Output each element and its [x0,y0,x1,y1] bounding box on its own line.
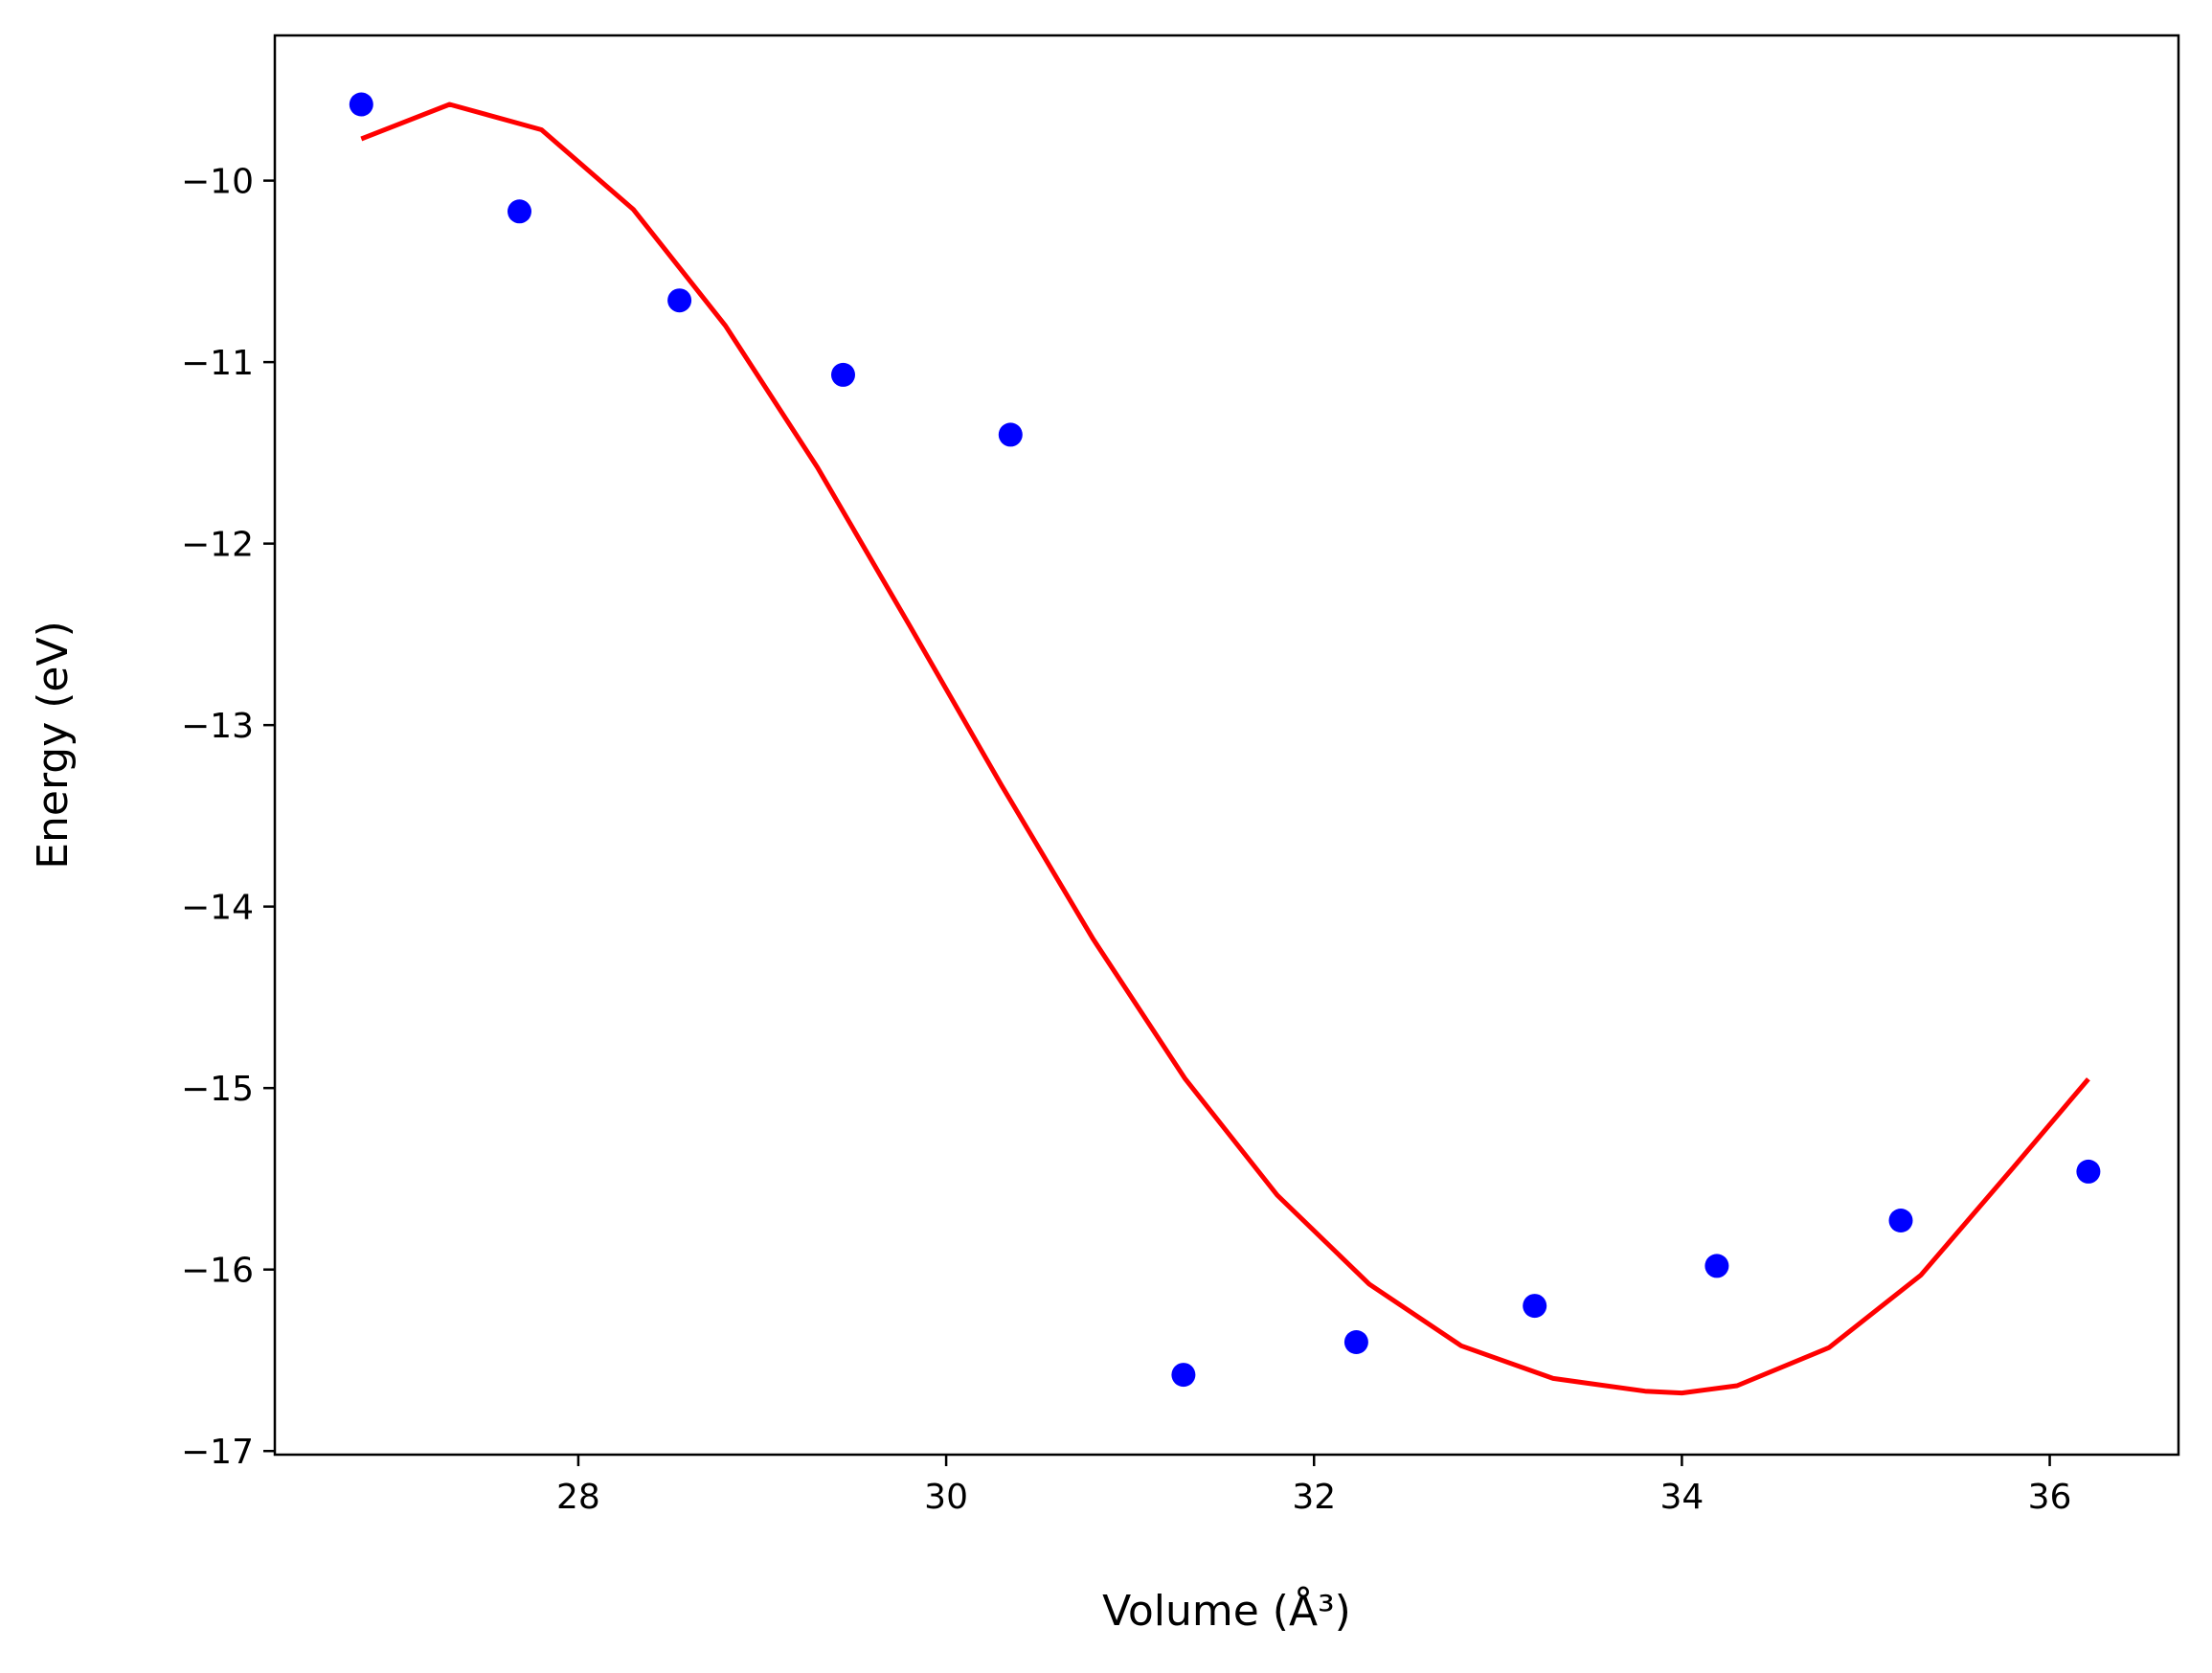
x-tick-label: 30 [924,1478,968,1517]
y-tick-label: −12 [181,526,254,565]
x-tick-label: 34 [1659,1478,1704,1517]
x-tick-label: 28 [556,1478,600,1517]
y-tick-label: −15 [181,1070,254,1109]
data-point [1171,1363,1196,1388]
y-tick-label: −11 [181,344,254,383]
plot-area [349,92,2101,1396]
x-tick-label: 36 [2028,1478,2072,1517]
y-tick-label: −10 [181,163,254,202]
data-point [667,288,692,313]
data-point [508,199,531,224]
data-point [1523,1294,1547,1319]
data-point [1343,1330,1368,1354]
x-axis-label-text: Volume (Å³) [1102,1585,1351,1636]
data-point [998,422,1023,447]
data-point [1888,1209,1913,1232]
x-axis-ticks: 28 30 32 34 36 [556,1455,2071,1517]
data-point [2076,1159,2101,1184]
data-point [831,362,855,387]
axes-frame [273,34,2180,1457]
y-tick-label: −14 [181,889,254,928]
data-point [1704,1254,1729,1278]
x-axis-label: Volume (Å³) [1102,1585,1351,1636]
y-tick-label: −16 [181,1252,254,1291]
y-axis-ticks: −10 −11 −12 −13 −14 −15 −16 −17 [181,163,275,1472]
fit-curve [360,102,2090,1396]
x-tick-label: 32 [1292,1478,1336,1517]
data-point [349,92,373,117]
y-tick-label: −17 [181,1433,254,1472]
y-axis-label-text: Energy (eV) [29,621,78,870]
y-tick-label: −13 [181,707,254,746]
y-axis-label: Energy (eV) [29,621,78,870]
